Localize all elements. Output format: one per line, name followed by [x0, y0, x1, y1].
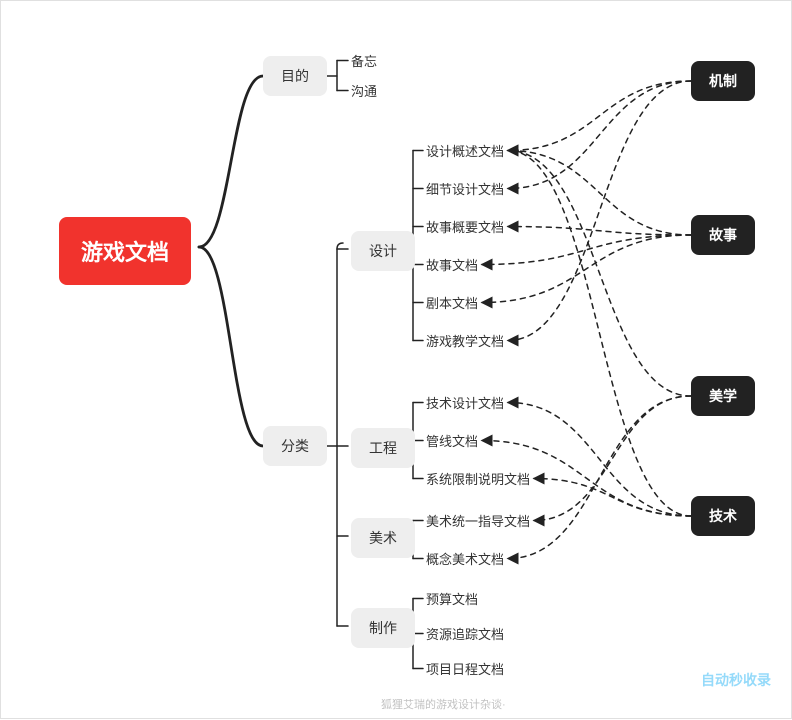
root-node: 游戏文档 [59, 217, 191, 285]
leaf-d2: 细节设计文档 [426, 179, 504, 198]
leaf-p3: 项目日程文档 [426, 659, 504, 678]
leaf-d3: 故事概要文档 [426, 217, 504, 236]
leaf-d5: 剧本文档 [426, 293, 478, 312]
tag-t_aes: 美学 [691, 376, 755, 416]
watermark-1: 自动秒收录 [701, 670, 771, 690]
leaf-a1: 美术统一指导文档 [426, 511, 530, 530]
tag-t_tech: 技术 [691, 496, 755, 536]
tag-t_mech: 机制 [691, 61, 755, 101]
level2-eng: 工程 [351, 428, 415, 468]
leaf-a2: 概念美术文档 [426, 549, 504, 568]
leaf-e2: 管线文档 [426, 431, 478, 450]
leaf-d1: 设计概述文档 [426, 141, 504, 160]
level2-prod: 制作 [351, 608, 415, 648]
level2-art: 美术 [351, 518, 415, 558]
tag-t_story: 故事 [691, 215, 755, 255]
mindmap-canvas: 游戏文档目的分类备忘沟通设计工程美术制作设计概述文档细节设计文档故事概要文档故事… [0, 0, 792, 719]
leaf-d4: 故事文档 [426, 255, 478, 274]
watermark-2: 狐狸艾瑞的游戏设计杂谈· [381, 696, 506, 712]
level1-category: 分类 [263, 426, 327, 466]
leaf-comm: 沟通 [351, 81, 377, 100]
leaf-p1: 预算文档 [426, 589, 478, 608]
leaf-e3: 系统限制说明文档 [426, 469, 530, 488]
leaf-memo: 备忘 [351, 51, 377, 70]
leaf-p2: 资源追踪文档 [426, 624, 504, 643]
leaf-d6: 游戏教学文档 [426, 331, 504, 350]
level2-design: 设计 [351, 231, 415, 271]
leaf-e1: 技术设计文档 [426, 393, 504, 412]
level1-purpose: 目的 [263, 56, 327, 96]
